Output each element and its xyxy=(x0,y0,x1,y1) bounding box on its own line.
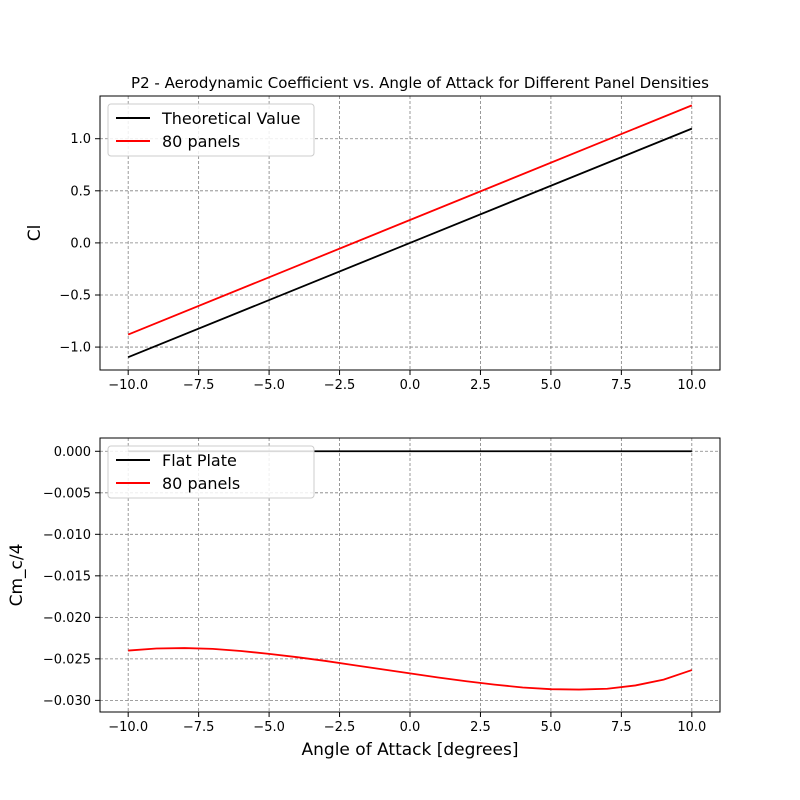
x-tick-label: −5.0 xyxy=(253,378,285,393)
x-tick-label: −7.5 xyxy=(183,378,215,393)
chart-title: P2 - Aerodynamic Coefficient vs. Angle o… xyxy=(131,74,709,92)
x-tick-label: −2.5 xyxy=(324,378,356,393)
y-tick-label: −0.010 xyxy=(43,528,91,543)
x-tick-label: −2.5 xyxy=(324,720,356,735)
y-tick-label: −0.5 xyxy=(59,288,91,303)
y-tick-label: −0.005 xyxy=(43,486,91,501)
x-tick-label: −5.0 xyxy=(253,720,285,735)
legend-label: Flat Plate xyxy=(162,451,237,470)
x-tick-label: 2.5 xyxy=(470,720,491,735)
y-tick-label: −0.020 xyxy=(43,611,91,626)
y-axis-label: Cl xyxy=(25,225,45,242)
plot-frame xyxy=(99,95,721,371)
legend-label: Theoretical Value xyxy=(161,109,300,128)
y-axis-label: Cm_c/4 xyxy=(7,544,27,607)
y-tick-label: −0.025 xyxy=(43,652,91,667)
x-tick-label: 5.0 xyxy=(541,720,562,735)
x-tick-label: 7.5 xyxy=(611,720,632,735)
x-tick-label: −7.5 xyxy=(183,720,215,735)
x-tick-label: 7.5 xyxy=(611,378,632,393)
series-line-1 xyxy=(127,127,693,359)
x-tick-label: 10.0 xyxy=(677,378,706,393)
series-line-2 xyxy=(128,647,693,691)
x-tick-label: 0.0 xyxy=(400,720,421,735)
x-tick-label: 2.5 xyxy=(470,378,491,393)
y-tick-label: −1.0 xyxy=(59,341,91,356)
x-tick-label: 10.0 xyxy=(677,720,706,735)
y-tick-label: 0.0 xyxy=(70,236,91,251)
legend-label: 80 panels xyxy=(162,132,240,151)
y-tick-label: 0.000 xyxy=(54,445,91,460)
y-tick-label: −0.015 xyxy=(43,569,91,584)
legend-label: 80 panels xyxy=(162,474,240,493)
x-tick-label: 5.0 xyxy=(541,378,562,393)
plot-frame xyxy=(99,437,721,713)
x-tick-label: −10.0 xyxy=(108,378,148,393)
legend-box xyxy=(107,445,315,499)
y-tick-label: 1.0 xyxy=(70,132,91,147)
y-tick-label: −0.030 xyxy=(43,694,91,709)
x-tick-label: −10.0 xyxy=(108,720,148,735)
legend-box xyxy=(107,103,315,157)
y-tick-label: 0.5 xyxy=(70,184,91,199)
series-line-2 xyxy=(127,104,693,336)
x-tick-label: 0.0 xyxy=(400,378,421,393)
x-axis-label: Angle of Attack [degrees] xyxy=(302,740,519,760)
